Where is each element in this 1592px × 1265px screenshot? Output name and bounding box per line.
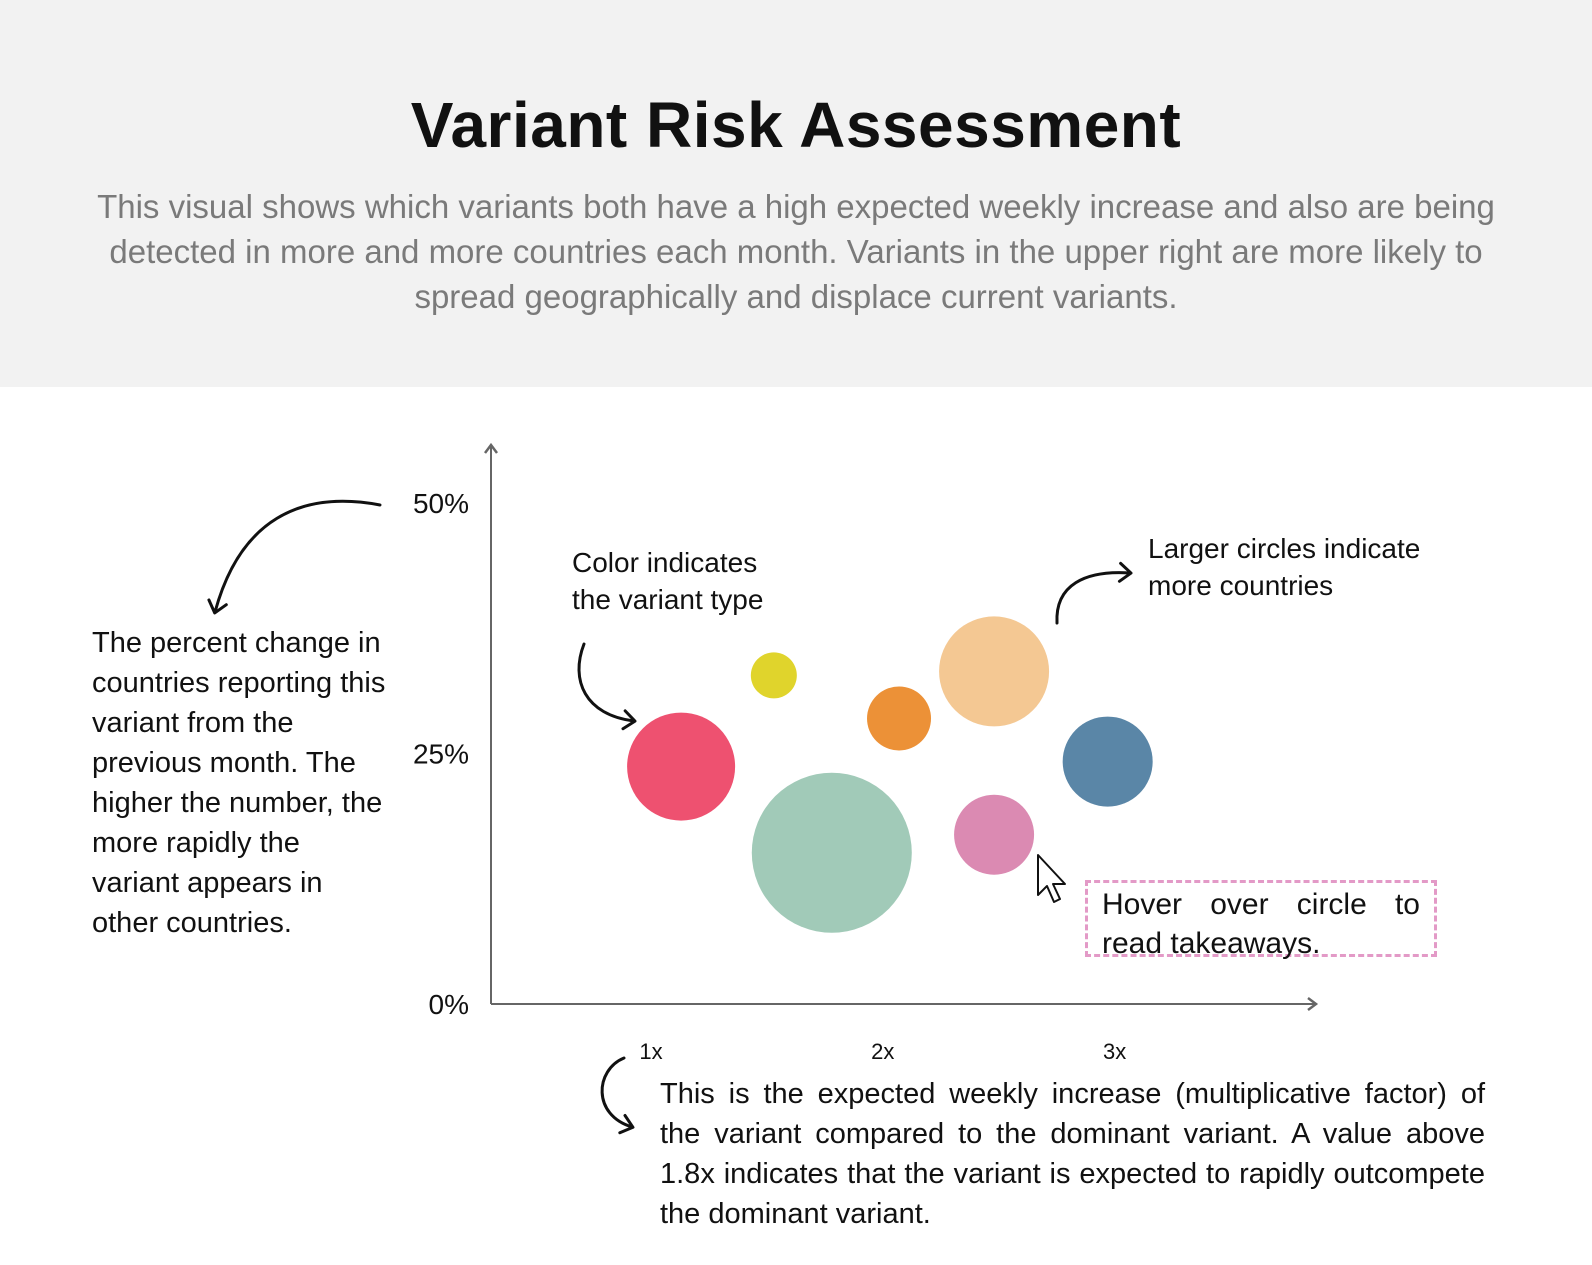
variant-bubble[interactable] [750,652,797,699]
y-tick-label: 50% [413,488,469,519]
y-axis-note: The percent change in countries reportin… [92,627,386,939]
size-note-arrow [1055,561,1133,625]
y-axis-note-arrow [207,499,382,615]
variant-bubble[interactable] [939,616,1050,727]
x-tick-label: 3x [1103,1039,1126,1064]
size-note: Larger circles indicate more countries [1148,533,1421,601]
x-tick-label: 1x [639,1039,662,1064]
x-axis-note: This is the expected weekly increase (mu… [660,1078,1485,1230]
color-note: Color indicates the variant type [572,547,764,615]
x-axis-note-arrow [600,1056,635,1135]
x-tick-label: 2x [871,1039,894,1064]
hover-hint-box: Hover over circle to read takeaways. [1085,880,1437,960]
header-banner: Variant Risk Assessment This visual show… [0,0,1592,387]
variant-bubble[interactable] [627,712,736,821]
color-note-arrow [577,642,637,731]
y-tick-label: 0% [429,989,469,1020]
cursor-icon [1037,854,1066,903]
page-title: Variant Risk Assessment [410,89,1182,161]
page-subtitle: This visual shows which variants both ha… [97,188,1495,315]
y-tick-label: 25% [413,739,469,770]
variant-bubble[interactable] [1062,716,1153,807]
variant-bubble[interactable] [954,794,1035,875]
variant-bubble[interactable] [867,686,932,751]
variant-bubble[interactable] [751,772,912,933]
